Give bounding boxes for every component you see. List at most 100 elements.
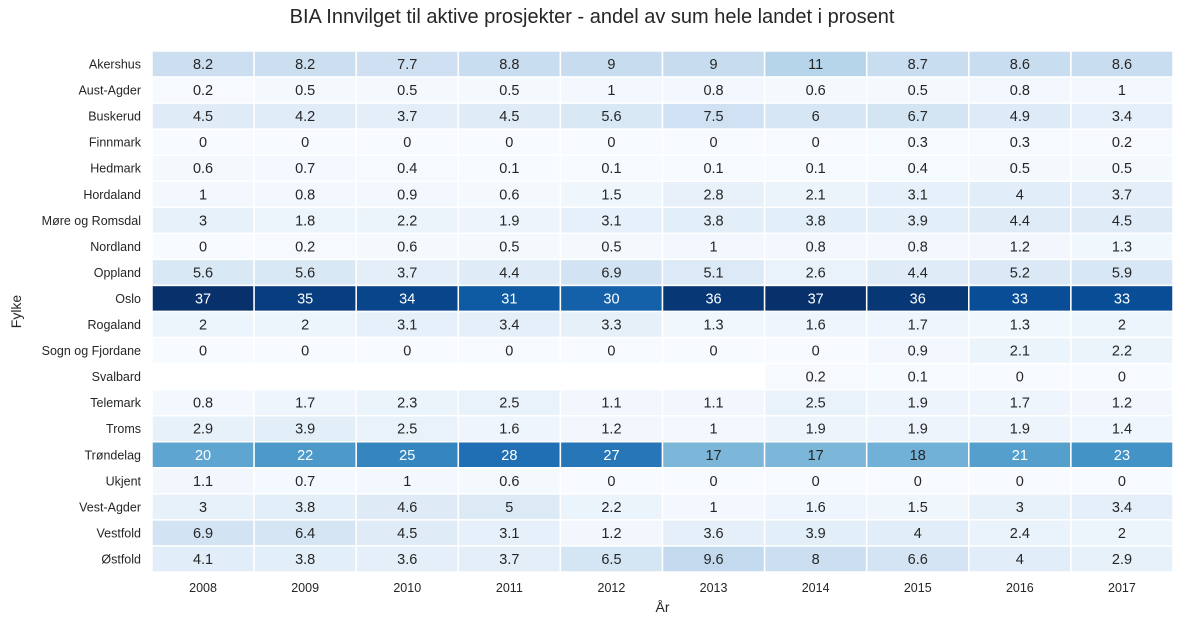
heatmap-cell [355, 467, 460, 495]
cell-value-label: 18 [910, 448, 926, 464]
cell-value-label: 0 [199, 344, 207, 360]
heatmap-cell [457, 102, 562, 130]
y-tick-label: Hordaland [83, 188, 141, 202]
heatmap-cell [355, 493, 460, 521]
heatmap-cell [559, 388, 664, 417]
cell-value-label: 0 [812, 474, 820, 490]
cell-value-label: 3.7 [397, 109, 417, 125]
y-tick-label: Aust-Agder [78, 84, 141, 98]
heatmap-cell [661, 388, 766, 417]
cell-value-label: 2 [1118, 318, 1126, 334]
heatmap-cell [457, 441, 562, 469]
cell-value-label: 0.9 [397, 187, 417, 203]
heatmap-cell [559, 414, 664, 443]
cell-value-label: 8.7 [908, 57, 928, 73]
heatmap-cell [763, 284, 868, 313]
cell-value-label: 1 [710, 239, 718, 255]
y-tick-label: Svalbard [92, 370, 141, 384]
cell-value-label: 36 [910, 291, 926, 307]
cell-value-label: 1.7 [295, 396, 315, 412]
heatmap-cell [253, 154, 357, 182]
cell-value-label: 1.3 [703, 318, 723, 334]
cell-value-label: 8 [812, 552, 820, 568]
y-tick-label: Akershus [89, 58, 141, 72]
cell-value-label: 37 [808, 291, 824, 307]
heatmap-cell [763, 519, 868, 547]
heatmap-cell [457, 545, 562, 573]
cell-value-label: 0 [1118, 474, 1126, 490]
cell-value-label: 1.9 [908, 396, 928, 412]
heatmap-cell [865, 154, 970, 182]
heatmap-cell [865, 102, 970, 130]
cell-value-label: 0.7 [295, 161, 315, 177]
heatmap-cell [355, 336, 460, 365]
cell-value-label: 5.1 [703, 265, 723, 281]
heatmap-cell [457, 180, 562, 209]
cell-value-label: 1.9 [908, 422, 928, 438]
cell-value-label: 1.6 [806, 318, 826, 334]
heatmap-cell [968, 545, 1072, 573]
heatmap-cell [559, 519, 664, 547]
heatmap-cell [151, 467, 255, 495]
heatmap-cell [355, 154, 460, 182]
heatmap-cell [1070, 362, 1174, 391]
cell-value-label: 2.5 [397, 422, 417, 438]
heatmap-cell [151, 545, 255, 573]
heatmap-cell [1070, 180, 1174, 209]
heatmap-cell [355, 206, 460, 235]
heatmap-cell [1070, 232, 1174, 261]
heatmap-cell [763, 310, 868, 339]
heatmap-cell [968, 493, 1072, 521]
cell-value-label: 4.4 [499, 265, 519, 281]
cell-value-label: 8.6 [1010, 57, 1030, 73]
heatmap-cell [355, 232, 460, 261]
cell-value-label: 5.2 [1010, 265, 1030, 281]
cell-value-label: 0.8 [295, 187, 315, 203]
cell-value-label: 0 [301, 135, 309, 151]
cell-value-label: 4 [1016, 187, 1024, 203]
cell-value-label: 3.8 [806, 213, 826, 229]
heatmap-cell [1070, 493, 1174, 521]
heatmap-cell [1070, 310, 1174, 339]
heatmap-cell [865, 284, 970, 313]
cell-value-label: 3.8 [295, 500, 315, 516]
cell-value-label: 0.8 [1010, 83, 1030, 99]
cell-value-label: 35 [297, 291, 313, 307]
cell-value-label: 4.2 [295, 109, 315, 125]
cell-value-label: 3.6 [703, 526, 723, 542]
cell-value-label: 3.1 [908, 187, 928, 203]
cell-value-label: 3.7 [397, 265, 417, 281]
heatmap-cell [661, 154, 766, 182]
cell-value-label: 9 [710, 57, 718, 73]
cell-value-label: 0 [1016, 474, 1024, 490]
heatmap-cell [968, 102, 1072, 130]
heatmap-cell [457, 467, 562, 495]
cell-value-label: 5.6 [193, 265, 213, 281]
cell-value-label: 4.1 [193, 552, 213, 568]
cell-value-label: 0 [1118, 370, 1126, 386]
heatmap-cell [1070, 388, 1174, 417]
heatmap-cell [1070, 519, 1174, 547]
cell-value-label: 1.2 [1010, 239, 1030, 255]
cell-value-label: 1.4 [1112, 422, 1132, 438]
cell-value-label: 1.2 [601, 526, 621, 542]
cell-value-label: 7.5 [703, 109, 723, 125]
heatmap-cell [968, 206, 1072, 235]
cell-value-label: 22 [297, 448, 313, 464]
cell-value-label: 0.5 [499, 83, 519, 99]
cell-value-label: 1.9 [1010, 422, 1030, 438]
x-tick-label: 2011 [496, 581, 523, 595]
cell-value-label: 1.3 [1010, 318, 1030, 334]
cell-value-label: 1.2 [1112, 396, 1132, 412]
cell-value-label: 21 [1012, 448, 1028, 464]
cell-value-label: 0.1 [703, 161, 723, 177]
cell-value-label: 3.9 [806, 526, 826, 542]
heatmap-cell [559, 76, 664, 104]
cell-value-label: 30 [603, 291, 619, 307]
heatmap-cell [253, 493, 357, 521]
y-tick-label: Vestfold [97, 526, 142, 540]
cell-value-label: 0.6 [499, 474, 519, 490]
heatmap-cell [355, 76, 460, 104]
cell-value-label: 1.9 [806, 422, 826, 438]
cell-value-label: 0.4 [397, 161, 417, 177]
